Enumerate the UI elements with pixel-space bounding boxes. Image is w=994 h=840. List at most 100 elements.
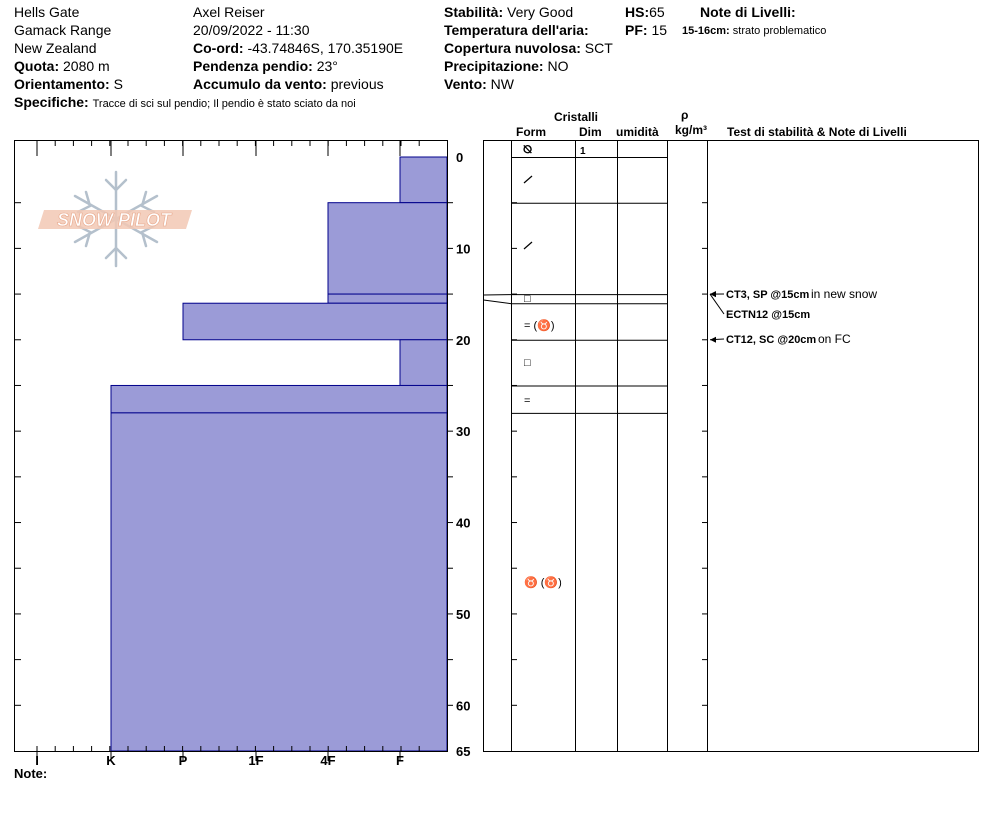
table-frame bbox=[483, 140, 979, 752]
country: New Zealand bbox=[14, 40, 97, 56]
wind-loading-label: Accumulo da vento: bbox=[193, 76, 327, 92]
test-pointer bbox=[709, 293, 725, 315]
slope-angle: Pendenza pendio: 23° bbox=[193, 58, 338, 74]
form-precip: ⦰ bbox=[523, 144, 532, 156]
moisture-header: umidità bbox=[616, 125, 659, 139]
test-arrowhead bbox=[710, 336, 716, 343]
crystal-size: 1 bbox=[580, 146, 586, 157]
form-fc: □ bbox=[524, 293, 531, 305]
hardness-label-4f: 4F bbox=[320, 753, 335, 768]
cloud-value: SCT bbox=[584, 40, 613, 56]
depth-label: 10 bbox=[456, 241, 470, 256]
stability-label: Stabilità: bbox=[444, 4, 504, 20]
elevation-label: Quota: bbox=[14, 58, 60, 74]
air-temperature: Temperatura dell'aria: bbox=[444, 22, 589, 38]
hardness-ticks bbox=[36, 140, 420, 761]
pf-value: 15 bbox=[651, 22, 668, 38]
hardness-bars bbox=[110, 156, 448, 752]
wind-loading-value: previous bbox=[330, 76, 384, 92]
layer-note: 15-16cm: strato problematico bbox=[682, 23, 826, 39]
hardness-label-k: K bbox=[106, 753, 116, 768]
location-name: Hells Gate bbox=[14, 4, 80, 20]
profile-frame bbox=[14, 140, 448, 752]
pf-label: PF: bbox=[625, 22, 648, 38]
snow-height: HS:65 bbox=[625, 4, 665, 20]
note-label: Note: bbox=[14, 766, 48, 781]
hardness-bar-4 bbox=[399, 339, 448, 386]
slope-value: 23° bbox=[316, 58, 338, 74]
foot-penetration: PF: 15 bbox=[625, 22, 667, 38]
coordinates: Co-ord: -43.74846S, 170.35190E bbox=[193, 40, 403, 56]
hardness-bar-2 bbox=[327, 293, 448, 304]
depth-label: 50 bbox=[456, 607, 470, 622]
size-header: Dim bbox=[579, 125, 602, 139]
crystal-forms: ⦰ □ = (♉) □ = ♉ (♉) bbox=[523, 144, 562, 589]
air-temp-label: Temperatura dell'aria: bbox=[444, 22, 589, 38]
test-note: on FC bbox=[818, 332, 851, 346]
watermark-banner bbox=[38, 210, 192, 229]
wind-value: NW bbox=[490, 76, 514, 92]
form-fc: □ bbox=[524, 357, 531, 369]
table-ticks bbox=[511, 202, 708, 706]
specifics: Specifiche: Tracce di sci sul pendio; Il… bbox=[14, 94, 356, 112]
density-unit-header: kg/m³ bbox=[675, 123, 708, 137]
form-rounded: = bbox=[524, 395, 530, 407]
test-note: in new snow bbox=[811, 287, 877, 301]
hardness-label-f: F bbox=[396, 753, 404, 768]
layer-note-depth: 15-16cm: bbox=[682, 25, 730, 37]
hardness-bar-0 bbox=[399, 156, 448, 204]
mountain-range: Gamack Range bbox=[14, 22, 112, 38]
precipitation: Precipitazione: NO bbox=[444, 58, 568, 74]
depth-label: 0 bbox=[456, 150, 463, 165]
depth-ticks bbox=[14, 202, 453, 706]
wind: Vento: NW bbox=[444, 76, 514, 92]
snowpilot-watermark: SNOW PILOT bbox=[38, 170, 192, 268]
depth-label: 40 bbox=[456, 516, 470, 531]
test-result: CT3, SP @15cm bbox=[726, 289, 810, 301]
hs-label: HS: bbox=[625, 4, 650, 20]
depth-label: 30 bbox=[456, 424, 470, 439]
depth-axis-labels: 0 10 20 30 40 50 60 65 bbox=[456, 150, 470, 759]
elevation-value: 2080 m bbox=[63, 58, 110, 74]
form-dh-dh: ♉ (♉) bbox=[524, 576, 562, 589]
aspect-label: Orientamento: bbox=[14, 76, 110, 92]
hardness-bar-6 bbox=[110, 412, 448, 752]
cloud-cover: Copertura nuvolosa: SCT bbox=[444, 40, 613, 56]
stability-value: Very Good bbox=[507, 4, 574, 20]
crystals-header: Cristalli bbox=[554, 110, 599, 124]
form-header: Form bbox=[516, 125, 546, 139]
depth-label: 65 bbox=[456, 744, 470, 759]
tests-header: Test di stabilità & Note di Livelli bbox=[727, 125, 907, 139]
elevation: Quota: 2080 m bbox=[14, 58, 110, 74]
depth-label: 20 bbox=[456, 333, 470, 348]
hardness-bar-3 bbox=[182, 302, 448, 341]
hs-value: 65 bbox=[649, 4, 665, 20]
coord-value: -43.74846S, 170.35190E bbox=[247, 40, 404, 56]
form-df-upper bbox=[523, 175, 533, 184]
form-rounded-dh: = (♉) bbox=[524, 319, 555, 332]
hardness-axis-labels: I K P 1F 4F F bbox=[35, 753, 404, 768]
aspect-value: S bbox=[113, 76, 123, 92]
hardness-label-1f: 1F bbox=[248, 753, 263, 768]
hardness-label-i: I bbox=[35, 753, 39, 768]
slope-label: Pendenza pendio: bbox=[193, 58, 313, 74]
precip-value: NO bbox=[547, 58, 569, 74]
watermark-text: SNOW PILOT bbox=[57, 210, 173, 230]
layer-boundary bbox=[483, 299, 668, 305]
layer-table: ⦰ □ = (♉) □ = ♉ (♉) 1 CT3, SP @15cm in new sno… bbox=[483, 140, 979, 752]
specifics-value: Tracce di sci sul pendio; Il pendio è st… bbox=[92, 98, 356, 110]
coord-label: Co-ord: bbox=[193, 40, 244, 56]
layer-note-text: strato problematico bbox=[732, 25, 827, 37]
form-df-lower bbox=[523, 241, 533, 250]
observer-name: Axel Reiser bbox=[193, 4, 265, 20]
hardness-bar-1 bbox=[327, 202, 448, 295]
hardness-bar-5 bbox=[110, 384, 448, 414]
stability: Stabilità: Very Good bbox=[444, 4, 573, 20]
test-arrowhead bbox=[710, 291, 716, 298]
test-result: CT12, SC @20cm bbox=[726, 334, 816, 346]
test-result: ECTN12 @15cm bbox=[726, 309, 810, 321]
aspect: Orientamento: S bbox=[14, 76, 123, 92]
wind-label: Vento: bbox=[444, 76, 487, 92]
